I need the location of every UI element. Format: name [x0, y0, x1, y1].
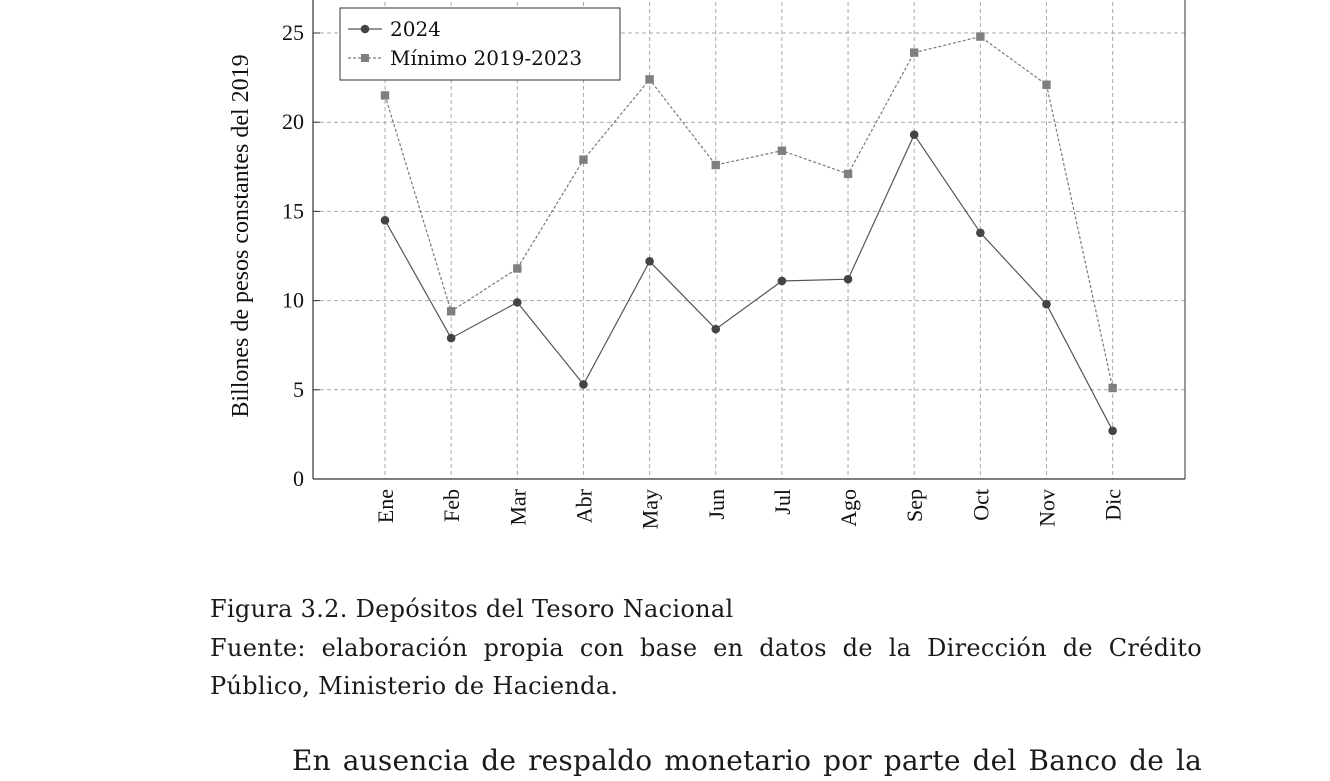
data-point: [777, 146, 787, 155]
data-point: [446, 307, 456, 316]
data-point: [1042, 80, 1051, 89]
data-point: [1042, 299, 1051, 309]
x-tick-label: Abr: [571, 488, 596, 523]
x-tick-label: Ene: [373, 489, 398, 523]
series-line-2024: [384, 133, 1114, 432]
data-point: [843, 169, 853, 179]
x-tick-label: Jun: [704, 489, 729, 520]
data-point: [711, 160, 720, 170]
x-tick-label: Dic: [1101, 489, 1126, 521]
x-tick-label: Oct: [968, 489, 993, 521]
legend-entry: Mínimo 2019-2023: [390, 46, 582, 70]
data-point: [513, 298, 522, 307]
x-tick-label: Mar: [505, 488, 530, 525]
y-tick-label: 10: [282, 288, 304, 313]
body-paragraph: En ausencia de respaldo monetario por pa…: [292, 744, 1202, 777]
data-point: [380, 91, 390, 100]
data-point: [976, 32, 985, 41]
data-point: [380, 216, 390, 225]
legend: 2024 Mínimo 2019-2023: [339, 7, 621, 81]
data-point: [843, 274, 853, 284]
figure-source: Fuente: elaboración propia con base en d…: [210, 634, 1202, 700]
data-point: [513, 264, 522, 273]
x-tick-label: Jul: [770, 489, 795, 515]
x-tick-label: Sep: [902, 489, 927, 522]
axes: [312, 0, 1186, 480]
x-tick-label: Feb: [439, 489, 464, 522]
y-axis-label: Billones de pesos constantes del 2019: [228, 54, 254, 417]
legend-marker: [361, 54, 369, 62]
data-point: [579, 155, 588, 164]
chart: 0 5 10 15 20 25 Ene Feb Mar Abr May Jun Jul Ago Sep Oc…: [228, 0, 1186, 529]
x-tick-labels: Ene Feb Mar Abr May Jun Jul Ago Sep Oct Nov Dic: [373, 488, 1126, 529]
figure-title: Figura 3.2. Depósitos del Tesoro Naciona…: [210, 595, 734, 623]
x-tick-label: May: [638, 489, 663, 529]
data-point: [909, 130, 919, 139]
data-point: [579, 380, 588, 389]
y-tick-label: 0: [293, 466, 304, 491]
x-tick-label: Nov: [1035, 489, 1060, 527]
y-tick-label: 5: [293, 377, 304, 402]
y-tick-label: 20: [282, 109, 304, 134]
data-point: [645, 257, 654, 266]
data-point: [1108, 426, 1117, 436]
y-tick-label: 15: [282, 198, 304, 223]
x-tick-label: Ago: [836, 489, 861, 527]
series-group: [380, 32, 1117, 436]
series-line-minimo: [384, 35, 1114, 389]
data-point: [645, 75, 654, 84]
y-tick-labels: 0 5 10 15 20 25: [282, 20, 304, 491]
legend-marker: [360, 24, 370, 34]
data-point: [446, 333, 456, 343]
data-point: [1108, 383, 1117, 393]
y-tick-label: 25: [282, 20, 304, 45]
data-point: [711, 324, 721, 334]
data-point: [976, 228, 985, 238]
data-point: [777, 276, 787, 286]
legend-box: [339, 7, 621, 81]
legend-entry: 2024: [390, 17, 441, 41]
data-point: [910, 48, 919, 57]
